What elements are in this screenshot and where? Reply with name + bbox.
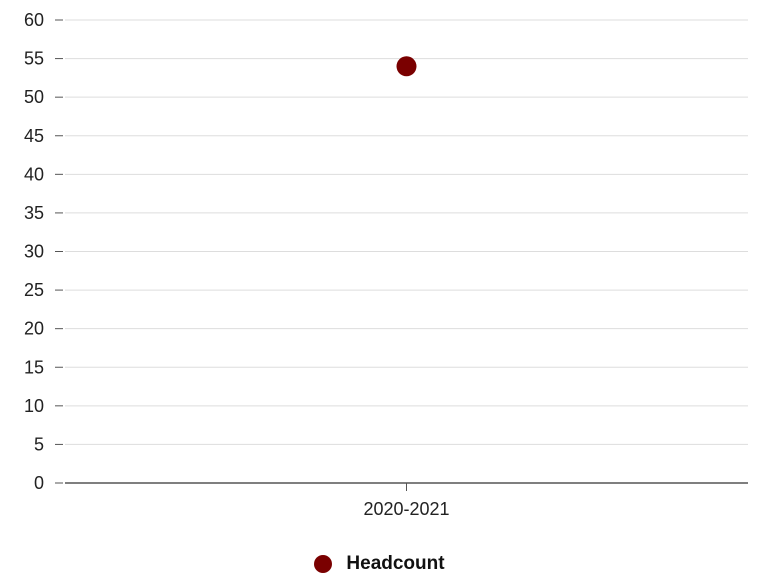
y-tick-label: 40 xyxy=(24,164,44,184)
y-tick-label: 20 xyxy=(24,319,44,339)
y-tick-label: 45 xyxy=(24,126,44,146)
y-tick-label: 55 xyxy=(24,49,44,69)
y-tick-label: 25 xyxy=(24,280,44,300)
y-tick-label: 30 xyxy=(24,242,44,262)
y-tick-label: 35 xyxy=(24,203,44,223)
legend: Headcount xyxy=(0,553,759,575)
grid-lines xyxy=(65,19,748,445)
y-tick-label: 10 xyxy=(24,396,44,416)
y-tick-label: 50 xyxy=(24,87,44,107)
data-point-headcount[interactable] xyxy=(396,56,417,77)
y-axis-ticks: 0 5 10 15 20 25 30 35 40 45 50 55 60 xyxy=(24,10,63,493)
y-tick-label: 15 xyxy=(24,357,44,377)
y-tick-label: 5 xyxy=(34,434,44,454)
legend-swatch-headcount xyxy=(314,555,333,573)
data-points xyxy=(396,56,417,77)
y-tick-label: 0 xyxy=(34,473,44,493)
y-tick-label: 60 xyxy=(24,10,44,30)
x-axis-ticks: 2020-2021 xyxy=(363,483,450,519)
chart-svg: 0 5 10 15 20 25 30 35 40 45 50 55 60 2020-2021 xyxy=(24,10,748,519)
x-tick-label: 2020-2021 xyxy=(363,499,449,519)
legend-label-headcount: Headcount xyxy=(346,553,445,574)
